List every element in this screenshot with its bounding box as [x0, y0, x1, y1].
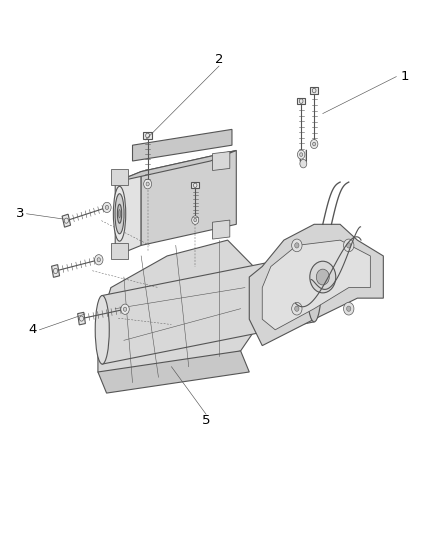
Polygon shape — [212, 220, 230, 239]
Polygon shape — [115, 172, 141, 256]
Polygon shape — [102, 253, 314, 364]
Polygon shape — [111, 169, 128, 185]
Circle shape — [313, 142, 316, 146]
Text: 2: 2 — [215, 53, 223, 66]
Ellipse shape — [115, 193, 124, 234]
Polygon shape — [191, 182, 199, 189]
Circle shape — [144, 179, 152, 189]
Text: 3: 3 — [16, 207, 25, 220]
Polygon shape — [262, 240, 371, 330]
Polygon shape — [249, 224, 383, 345]
Circle shape — [103, 203, 111, 213]
Ellipse shape — [113, 187, 126, 241]
Polygon shape — [141, 150, 236, 245]
Circle shape — [105, 205, 109, 209]
Polygon shape — [98, 240, 262, 388]
Polygon shape — [78, 312, 85, 325]
Circle shape — [292, 239, 302, 252]
Circle shape — [343, 302, 354, 315]
Polygon shape — [111, 243, 128, 259]
Polygon shape — [297, 98, 305, 104]
Circle shape — [295, 306, 299, 311]
Circle shape — [343, 239, 354, 252]
Ellipse shape — [307, 253, 321, 322]
Polygon shape — [133, 130, 232, 161]
Circle shape — [192, 216, 199, 224]
Polygon shape — [115, 150, 236, 182]
Circle shape — [346, 243, 351, 248]
Ellipse shape — [119, 209, 120, 218]
Circle shape — [124, 307, 127, 311]
Circle shape — [292, 302, 302, 315]
Circle shape — [95, 255, 103, 265]
Polygon shape — [310, 87, 318, 94]
Circle shape — [300, 159, 307, 168]
Polygon shape — [143, 132, 152, 139]
Circle shape — [295, 243, 299, 248]
Circle shape — [297, 150, 305, 159]
Circle shape — [146, 182, 149, 186]
Ellipse shape — [95, 295, 109, 364]
Polygon shape — [62, 214, 71, 227]
Circle shape — [300, 153, 303, 156]
Polygon shape — [98, 351, 249, 393]
Circle shape — [310, 261, 336, 293]
Polygon shape — [212, 151, 230, 171]
Text: 4: 4 — [29, 324, 37, 336]
Circle shape — [316, 269, 329, 285]
Circle shape — [311, 140, 318, 149]
Text: 1: 1 — [401, 70, 409, 83]
Text: 5: 5 — [202, 414, 210, 427]
Circle shape — [194, 219, 197, 222]
Circle shape — [121, 304, 129, 314]
Polygon shape — [52, 264, 60, 277]
Ellipse shape — [117, 204, 122, 223]
Circle shape — [346, 306, 351, 311]
Circle shape — [97, 258, 100, 262]
